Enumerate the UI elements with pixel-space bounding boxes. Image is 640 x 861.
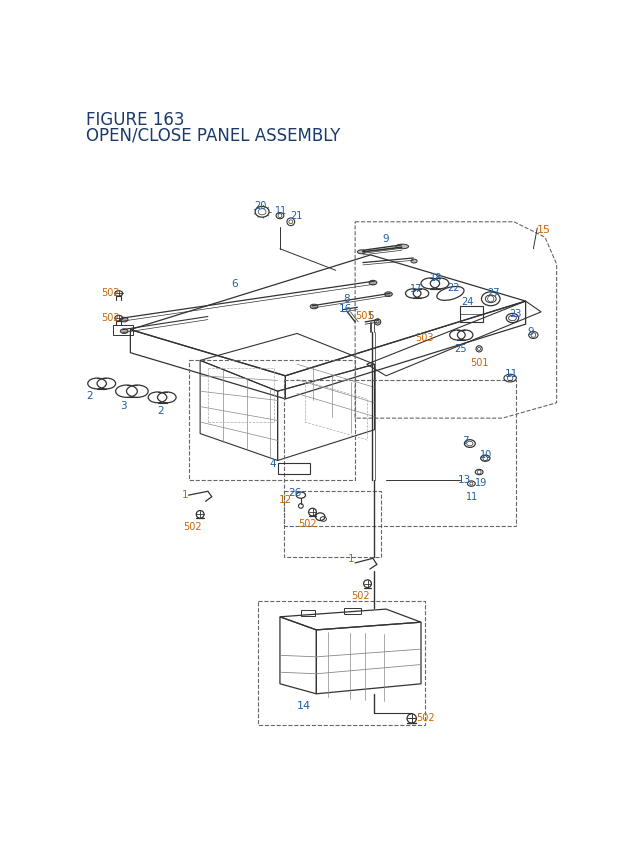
Text: 502: 502 [351, 590, 370, 600]
Ellipse shape [120, 330, 128, 334]
Text: 26: 26 [289, 488, 301, 498]
Text: 19: 19 [476, 478, 488, 488]
Text: 502: 502 [183, 521, 202, 531]
Text: 27: 27 [488, 288, 500, 298]
Text: 2: 2 [157, 406, 164, 416]
Text: 502: 502 [101, 313, 120, 323]
Text: 3: 3 [120, 401, 127, 411]
Text: 501: 501 [470, 357, 489, 367]
Text: 503: 503 [415, 332, 433, 343]
Ellipse shape [411, 260, 417, 263]
Ellipse shape [310, 305, 318, 309]
Text: 4: 4 [270, 459, 276, 468]
Text: 23: 23 [509, 309, 522, 319]
Bar [278, 463, 310, 474]
Text: 18: 18 [430, 273, 442, 282]
Text: 22: 22 [447, 282, 460, 293]
Text: 21: 21 [290, 211, 302, 221]
Ellipse shape [369, 281, 377, 286]
Text: 502: 502 [298, 518, 317, 529]
Text: 6: 6 [231, 279, 237, 288]
Bar [259, 602, 425, 725]
Text: 12: 12 [278, 494, 292, 504]
Bar [344, 609, 360, 615]
Text: OPEN/CLOSE PANEL ASSEMBLY: OPEN/CLOSE PANEL ASSEMBLY [86, 127, 340, 145]
Text: 1: 1 [182, 489, 188, 499]
Text: 17: 17 [410, 283, 422, 294]
Text: 11: 11 [466, 492, 478, 502]
Text: 16: 16 [339, 303, 352, 313]
Text: 8: 8 [344, 294, 350, 304]
Ellipse shape [396, 245, 408, 250]
Text: 24: 24 [461, 297, 474, 307]
Text: 7: 7 [462, 436, 468, 445]
Text: FIGURE 163: FIGURE 163 [86, 111, 185, 129]
Text: 502: 502 [417, 712, 435, 722]
Text: 11: 11 [275, 206, 287, 215]
Text: 1: 1 [348, 554, 355, 563]
Text: 11: 11 [505, 369, 518, 379]
Ellipse shape [358, 251, 365, 255]
Text: 502: 502 [101, 288, 120, 298]
Bar [189, 361, 355, 480]
Bar [284, 492, 381, 557]
Text: 9: 9 [527, 326, 534, 337]
Bar [284, 381, 516, 526]
Text: 20: 20 [254, 201, 267, 211]
Text: 13: 13 [458, 474, 472, 484]
Text: 5: 5 [367, 311, 373, 321]
Text: 2: 2 [86, 391, 93, 401]
Text: 14: 14 [297, 700, 311, 710]
Text: 501: 501 [355, 311, 374, 321]
Ellipse shape [385, 293, 392, 297]
Ellipse shape [120, 318, 128, 323]
Text: 9: 9 [382, 234, 389, 244]
Text: 10: 10 [480, 449, 492, 460]
Text: 15: 15 [537, 225, 551, 235]
Bar [301, 610, 315, 616]
Bar [460, 307, 483, 323]
Text: 25: 25 [454, 344, 467, 353]
